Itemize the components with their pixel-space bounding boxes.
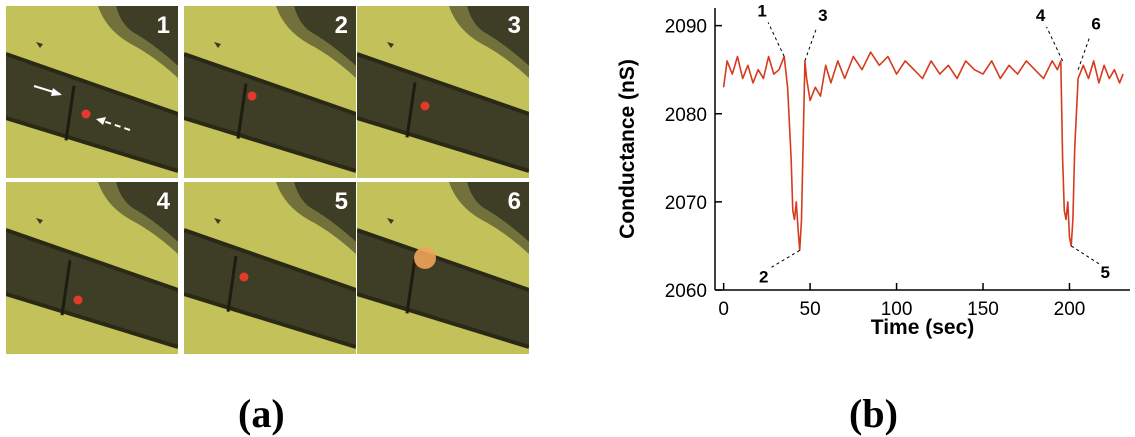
x-tick-label: 50: [800, 299, 821, 320]
y-tick-label: 2070: [665, 193, 707, 214]
panel-label-b: (b): [849, 391, 898, 436]
frame-number: 4: [156, 188, 170, 215]
x-tick-label: 150: [967, 299, 999, 320]
frame-number: 1: [156, 12, 170, 39]
micrograph-frame: 2: [184, 6, 356, 178]
annotation-label: 4: [1036, 6, 1046, 25]
x-tick-label: 200: [1054, 299, 1086, 320]
annotation-label: 3: [818, 6, 827, 25]
x-tick-label: 0: [718, 299, 729, 320]
annotation-label: 6: [1091, 15, 1100, 34]
annotation-label: 1: [757, 1, 766, 20]
annotation-leader: [804, 26, 818, 62]
conductance-trace: [722, 51, 1124, 252]
micrograph-frame: 5: [184, 182, 356, 354]
y-tick-label: 2080: [665, 105, 707, 126]
micrograph-frame: 1: [6, 6, 178, 178]
micrograph-panel: 1 2 3 4 5 6: [0, 0, 540, 360]
annotation-label: 2: [759, 267, 768, 286]
x-axis-title: Time (sec): [871, 316, 975, 339]
y-tick-label: 2090: [665, 17, 707, 38]
panel-label-a: (a): [238, 391, 285, 436]
frame-number: 6: [507, 188, 521, 215]
annotation-leader: [1070, 245, 1100, 265]
annotation-leader: [767, 22, 785, 57]
micrograph-frame: 6: [357, 182, 529, 354]
annotation-leader: [1046, 26, 1064, 62]
x-tick-label: 100: [881, 299, 913, 320]
frame-number: 5: [334, 188, 348, 215]
annotation-label: 5: [1100, 263, 1109, 282]
micrograph-frame: 4: [6, 182, 178, 354]
annotation-leader: [1077, 35, 1091, 70]
frame-number: 3: [507, 12, 521, 39]
conductance-chart: 2060 2070 2080 2090 0 50 100 150 200 Time (sec) Co…: [616, 1, 1130, 339]
y-axis-title: Conductance (nS): [616, 59, 639, 239]
y-tick-label: 2060: [665, 281, 707, 302]
frame-number: 2: [334, 12, 348, 39]
annotation-leader: [769, 249, 800, 269]
micrograph-frame: 3: [357, 6, 529, 178]
